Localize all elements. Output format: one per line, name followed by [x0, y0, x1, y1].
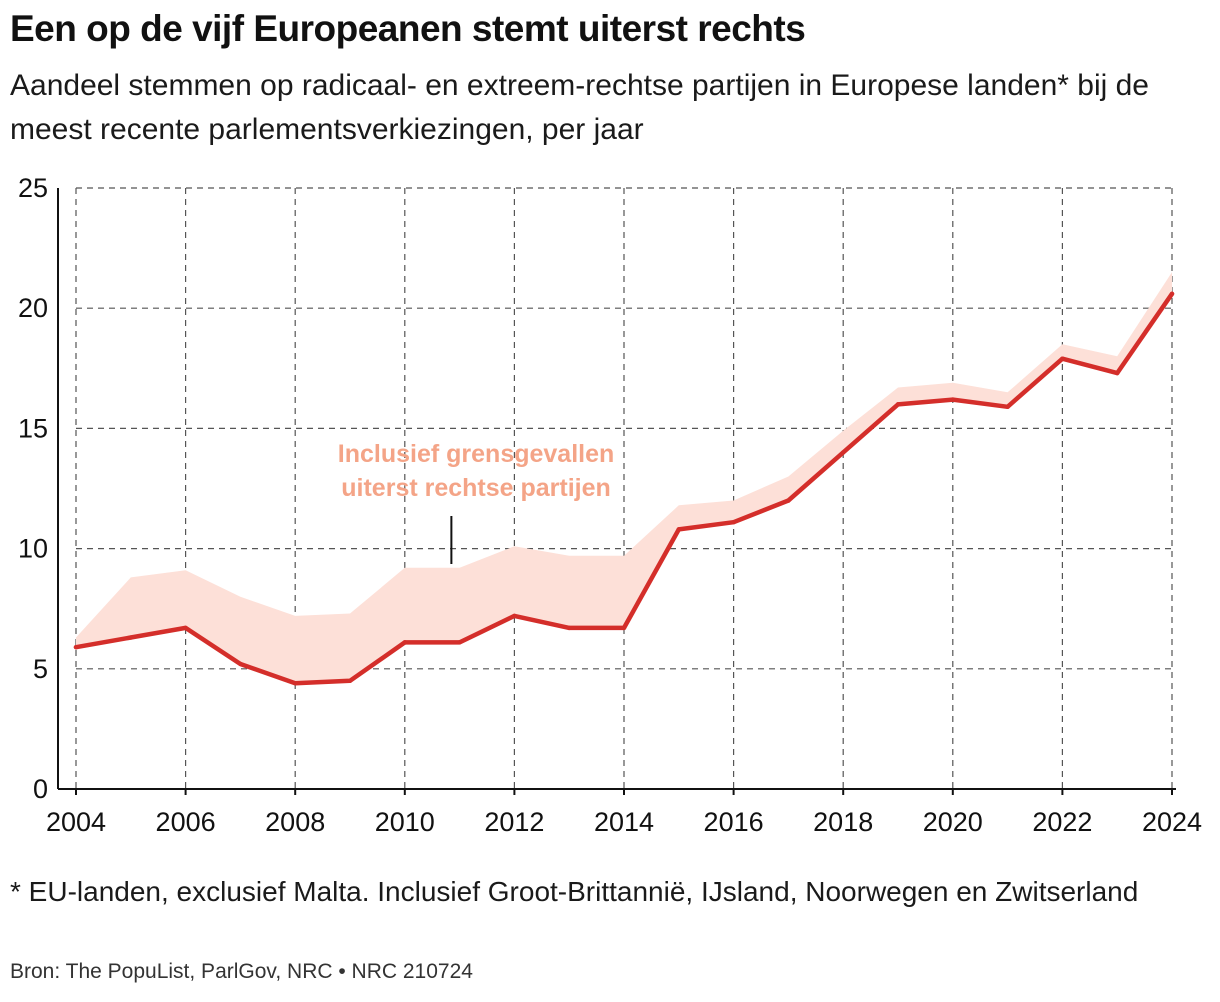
tick-labels: 0 5 10 15 20 25 2004 2006 2008 2010 2012 2014 2016 20… — [18, 173, 1202, 837]
data-point-2021 — [1005, 404, 1010, 409]
line-chart: 0 5 10 15 20 25 2004 2006 2008 2010 2012 2014 2016 20… — [18, 173, 1202, 837]
data-point-2005 — [128, 635, 133, 640]
data-point-2006 — [183, 625, 188, 631]
data-point-2013 — [567, 625, 572, 631]
x-tick-label-2012: 2012 — [484, 807, 544, 837]
data-point-2016 — [731, 519, 736, 525]
data-point-2004 — [73, 644, 79, 650]
data-point-2012 — [512, 613, 517, 619]
data-point-2024 — [1169, 291, 1175, 296]
y-tick-label-20: 20 — [18, 293, 48, 323]
data-point-2022 — [1060, 356, 1065, 361]
x-tick-label-2016: 2016 — [704, 807, 764, 837]
data-point-2011 — [457, 640, 462, 645]
data-point-2014 — [621, 625, 627, 631]
x-tick-label-2010: 2010 — [375, 807, 435, 837]
borderline-band-area — [76, 272, 1172, 684]
grid-lines — [75, 187, 1173, 789]
data-points — [73, 291, 1175, 686]
y-tick-label-5: 5 — [33, 654, 48, 684]
band-annotation: Inclusief grensgevallen uiterst rechtse … — [338, 440, 615, 564]
chart-title: Een op de vijf Europeanen stemt uiterst … — [10, 8, 806, 49]
x-tick-label-2022: 2022 — [1032, 807, 1092, 837]
data-point-2009 — [347, 678, 353, 684]
y-tick-label-25: 25 — [18, 173, 48, 203]
data-point-2023 — [1115, 370, 1120, 376]
x-tick-label-2024: 2024 — [1142, 807, 1202, 837]
data-point-2018 — [841, 450, 846, 455]
data-point-2008 — [293, 681, 298, 686]
x-tick-label-2008: 2008 — [265, 807, 325, 837]
axes — [57, 188, 1176, 795]
data-point-2010 — [402, 640, 407, 645]
footnote: * EU-landen, exclusief Malta. Inclusief … — [10, 876, 1139, 907]
x-tick-label-2014: 2014 — [594, 807, 654, 837]
y-tick-label-10: 10 — [18, 534, 48, 564]
data-point-2017 — [786, 498, 791, 503]
y-tick-label-0: 0 — [33, 774, 48, 804]
data-point-2007 — [238, 661, 243, 667]
annotation-line-1: Inclusief grensgevallen — [338, 440, 615, 468]
x-tick-label-2018: 2018 — [813, 807, 873, 837]
source-credit: Bron: The PopuList, ParlGov, NRC • NRC 2… — [10, 960, 473, 983]
chart-subtitle: Aandeel stemmen op radicaal- en extreem-… — [10, 69, 1149, 146]
data-point-2015 — [676, 527, 681, 532]
annotation-line-2: uiterst rechtse partijen — [341, 474, 611, 502]
x-tick-label-2004: 2004 — [46, 807, 106, 837]
data-point-2020 — [950, 397, 955, 402]
y-tick-label-15: 15 — [18, 413, 48, 443]
data-point-2019 — [895, 402, 901, 407]
x-tick-label-2020: 2020 — [923, 807, 983, 837]
x-tick-label-2006: 2006 — [156, 807, 216, 837]
